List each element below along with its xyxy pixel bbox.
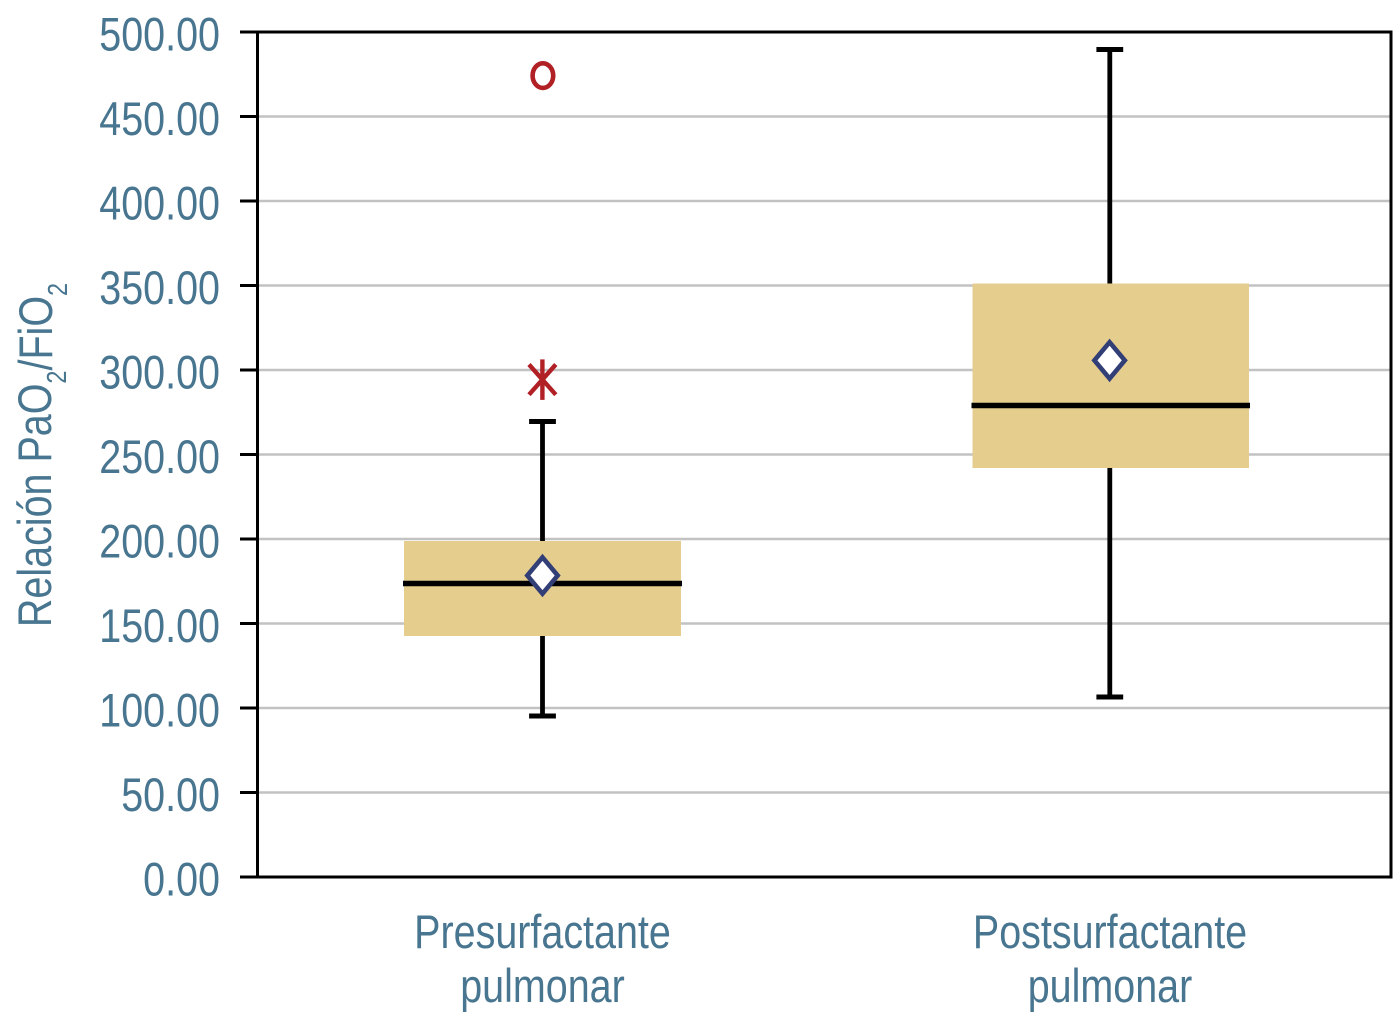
svg-text:Postsurfactante: Postsurfactante	[973, 907, 1247, 959]
svg-text:200.00: 200.00	[99, 516, 220, 568]
svg-text:500.00: 500.00	[99, 9, 220, 61]
svg-text:350.00: 350.00	[99, 263, 220, 315]
svg-text:0.00: 0.00	[143, 854, 220, 906]
svg-text:300.00: 300.00	[99, 347, 220, 399]
svg-text:150.00: 150.00	[99, 601, 220, 653]
svg-text:pulmonar: pulmonar	[460, 961, 625, 1013]
svg-text:Presurfactante: Presurfactante	[414, 907, 671, 959]
svg-text:50.00: 50.00	[121, 770, 220, 822]
svg-text:450.00: 450.00	[99, 94, 220, 146]
svg-text:pulmonar: pulmonar	[1028, 961, 1193, 1013]
svg-text:400.00: 400.00	[99, 178, 220, 230]
svg-text:250.00: 250.00	[99, 432, 220, 484]
svg-text:100.00: 100.00	[99, 685, 220, 737]
